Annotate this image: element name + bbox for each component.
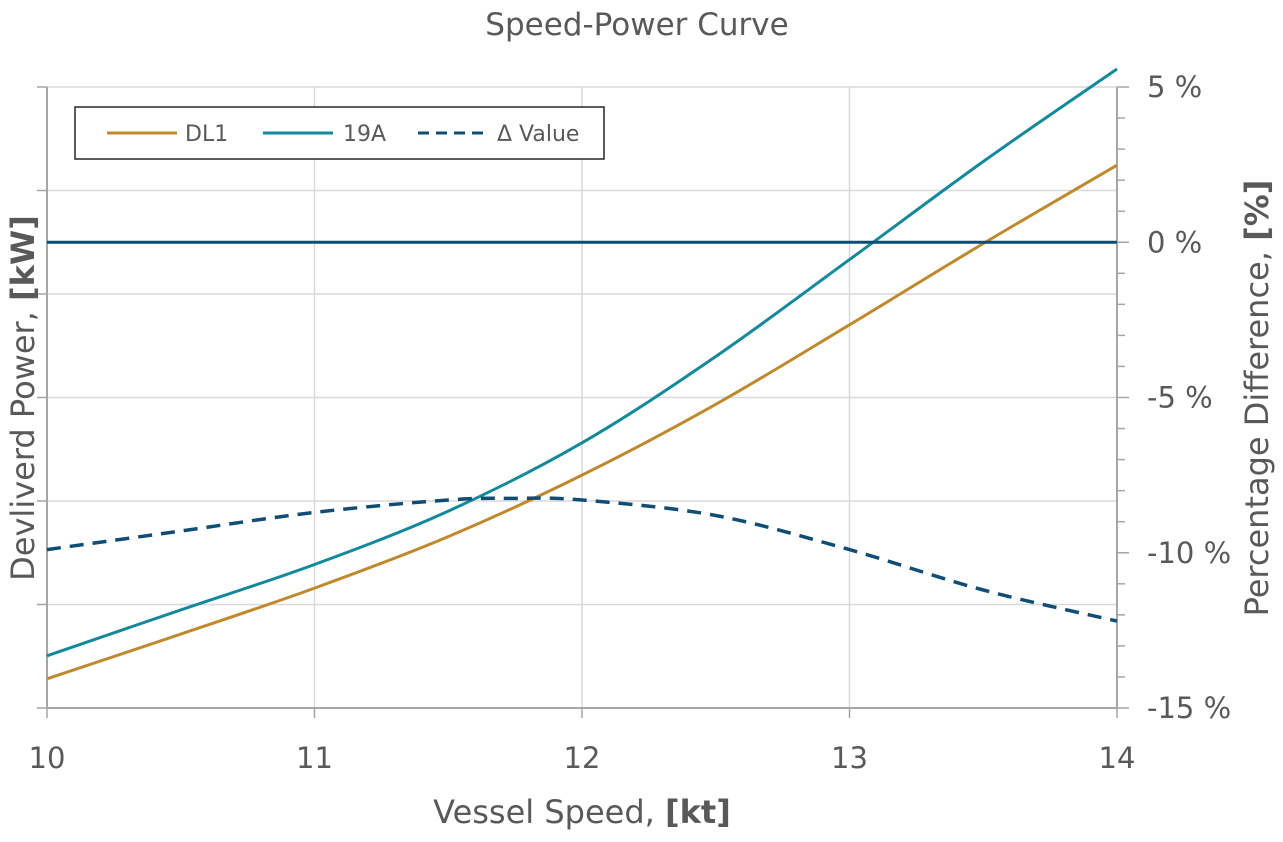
legend-label-dl1: DL1 xyxy=(185,122,228,147)
axes xyxy=(37,86,1129,718)
x-axis-label-text: Vessel Speed, xyxy=(433,793,665,831)
y-axis-left-label-unit: [kW] xyxy=(4,215,42,301)
y-right-tick-label: -10 % xyxy=(1147,536,1231,570)
x-tick-label: 10 xyxy=(29,741,66,775)
y-right-tick-label: 0 % xyxy=(1147,225,1202,259)
y-axis-right-label-unit: [%] xyxy=(1238,180,1276,241)
y-right-tick-label: 5 % xyxy=(1147,70,1202,104)
tick-labels: 10 11 12 13 14 5 % 0 % -5 % -10 % -15 % xyxy=(29,70,1232,775)
legend: DL1 19A Δ Value xyxy=(74,106,605,160)
y-axis-right-label: Percentage Difference, [%] xyxy=(1238,180,1276,617)
y-right-tick-label: -15 % xyxy=(1147,691,1231,725)
x-tick-label: 11 xyxy=(296,741,333,775)
y-axis-left-label: Devliverd Power, [kW] xyxy=(4,215,42,581)
series-line-19a xyxy=(46,67,1118,658)
y-axis-right-label-text: Percentage Difference, xyxy=(1238,241,1276,617)
series-line-dl1 xyxy=(46,163,1118,681)
x-axis-label: Vessel Speed, [kt] xyxy=(433,793,731,831)
legend-label-19a: 19A xyxy=(343,122,386,147)
y-right-tick-label: -5 % xyxy=(1147,381,1213,415)
series-line-value xyxy=(46,496,1118,623)
legend-label-delta-value: Δ Value xyxy=(497,122,579,147)
x-tick-label: 13 xyxy=(831,741,868,775)
series xyxy=(46,67,1118,681)
x-axis-label-unit: [kt] xyxy=(665,793,731,831)
x-tick-label: 14 xyxy=(1099,741,1136,775)
x-tick-label: 12 xyxy=(564,741,601,775)
chart-title: Speed-Power Curve xyxy=(485,7,788,43)
y-axis-left-label-text: Devliverd Power, xyxy=(4,301,42,581)
